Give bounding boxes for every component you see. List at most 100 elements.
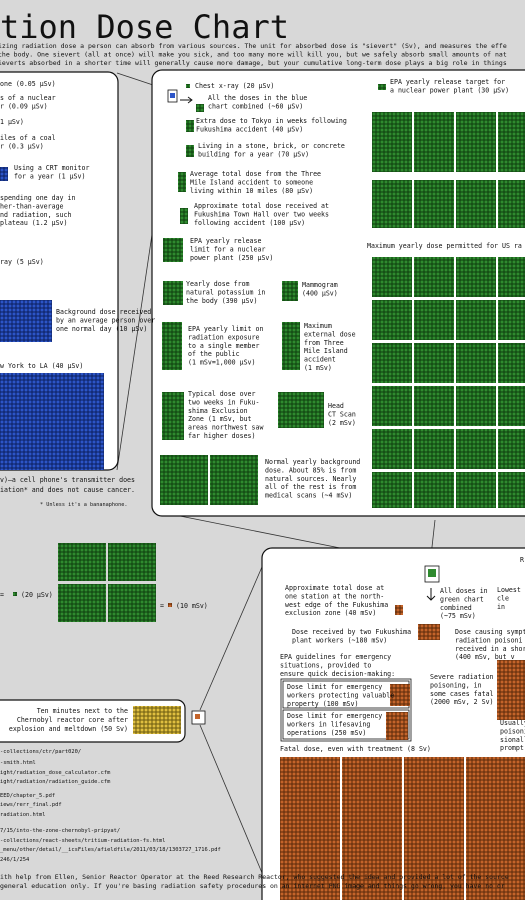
- block: [372, 300, 412, 340]
- orange-item-label: Dose causing sympt: [455, 628, 525, 636]
- green-item-label: EPA yearly limit on: [188, 325, 263, 333]
- orange-item-label: combined: [440, 604, 472, 612]
- green-item-label: to a single member: [188, 342, 259, 350]
- green-item-label: natural sources. Nearly: [265, 475, 356, 483]
- orange-item-label: one station at the north-: [285, 592, 384, 600]
- green-item-label: Zone (1 mSv, but: [188, 415, 252, 423]
- block: [498, 257, 525, 297]
- chernobyl-label: explosion and meltdown (50 Sv): [9, 725, 128, 733]
- orange-item-label: some cases fatal: [430, 690, 494, 698]
- block: [0, 167, 8, 181]
- intro-text: the body. One sievert (all at once) will…: [0, 51, 507, 59]
- note-text: iation* and does not cause cancer.: [0, 486, 135, 494]
- block: [186, 120, 194, 132]
- block: [162, 322, 182, 370]
- orange-item-label: Usually: [500, 719, 525, 727]
- orange-item-label: ensure quick decision-making:: [280, 670, 395, 678]
- block: [163, 238, 183, 262]
- block: [498, 386, 525, 426]
- source-url: _menu/other/detail/__icsFiles/afieldfile…: [0, 847, 221, 853]
- orange-item-label: radiation poisoni: [455, 636, 523, 644]
- blue-item-label: nd radiation, such: [0, 211, 71, 219]
- blue-item-label: her-than-average: [0, 202, 64, 210]
- block: [372, 429, 412, 469]
- block: [414, 180, 454, 228]
- block: [498, 300, 525, 340]
- green-item-label: Extra dose to Tokyo in weeks following: [196, 117, 347, 125]
- green-item-label: natural potassium in: [186, 288, 265, 296]
- green-item-label: Chest x-ray (20 µSv): [195, 82, 274, 90]
- orange-item-label: Approximate total dose at: [285, 584, 384, 592]
- green-item-label: from Three: [304, 339, 344, 347]
- source-url: EED/chapter_5.pdf: [0, 793, 55, 799]
- block: [13, 592, 17, 596]
- block: [160, 455, 208, 505]
- green-item-label: medical scans (~4 mSv): [265, 492, 352, 500]
- green-item-label: power plant (250 µSv): [190, 254, 273, 262]
- green-item-label: chart combined (~60 µSv): [208, 102, 303, 110]
- block: [414, 386, 454, 426]
- block: [456, 300, 496, 340]
- block: [498, 429, 525, 469]
- chernobyl-label: Ten minutes next to the: [37, 707, 128, 715]
- green-square-label: (20 µSv): [21, 591, 53, 599]
- block: [186, 145, 194, 157]
- block: [210, 455, 258, 505]
- block: [456, 112, 496, 172]
- block: [278, 392, 324, 428]
- block: [282, 322, 300, 370]
- block: [372, 180, 412, 228]
- green-item-label: EPA yearly release target for: [390, 78, 505, 86]
- equals-sign: =: [160, 602, 164, 610]
- block: [58, 584, 106, 622]
- block: [498, 343, 525, 383]
- orange-item-label: prompt: [500, 744, 524, 752]
- green-item-label: (400 µSv): [302, 289, 338, 297]
- green-item-label: Head: [328, 402, 344, 410]
- block: [404, 757, 464, 900]
- block: [456, 472, 496, 508]
- source-url: 7/15/into-the-zone-chernobyl-pripyat/: [0, 828, 120, 834]
- block: [456, 257, 496, 297]
- block: [163, 281, 183, 305]
- green-item-label: dose. About 85% is from: [265, 466, 356, 474]
- block: [133, 706, 181, 734]
- chernobyl-label: Chernobyl reactor core after: [17, 716, 128, 724]
- orange-item-label: situations, provided to: [280, 661, 371, 669]
- block: [180, 208, 188, 224]
- orange-item-label: exclusion zone (40 mSv): [285, 609, 376, 617]
- block: [0, 300, 52, 342]
- orange-item-label: Dose limit for emergency: [287, 712, 382, 720]
- blue-item-label: spending one day in: [0, 194, 75, 202]
- orange-item-label: poisoni: [500, 727, 525, 735]
- block: [196, 104, 204, 112]
- block: [390, 684, 410, 706]
- block: [108, 584, 156, 622]
- green-item-label: Mile Island: [304, 347, 348, 355]
- green-item-label: Yearly dose from: [186, 280, 250, 288]
- title: tion Dose Chart: [0, 8, 289, 46]
- orange-item-label: property (100 mSv): [287, 700, 358, 708]
- equals-sign: =: [0, 591, 4, 599]
- blue-item-label: iles of a coal: [0, 134, 56, 142]
- block: [498, 112, 525, 172]
- green-item-label: two weeks in Fuku-: [188, 398, 259, 406]
- orange-item-label: operations (250 mSv): [287, 729, 366, 737]
- orange-item-label: workers protecting valuable: [287, 691, 394, 699]
- block: [414, 257, 454, 297]
- source-url: ight/radiation/radiation_guide.cfm: [0, 779, 110, 785]
- orange-item-label: sionall: [500, 736, 525, 744]
- orange-item-label: Lowest: [497, 586, 521, 594]
- orange-item-label: green chart: [440, 595, 484, 603]
- green-item-label: the body (390 µSv): [186, 297, 257, 305]
- orange-item-label: workers in lifesaving: [287, 720, 370, 728]
- block: [395, 605, 403, 615]
- block: [498, 180, 525, 228]
- green-item-label: Mile Island accident to someone: [190, 178, 313, 186]
- source-url: ight/radiation_dose_calculator.cfm: [0, 770, 110, 776]
- blue-item-label: for a year (1 µSv): [14, 172, 85, 180]
- block: [456, 343, 496, 383]
- blue-item-label: w York to LA (40 µSv): [0, 362, 83, 370]
- block: [168, 603, 172, 607]
